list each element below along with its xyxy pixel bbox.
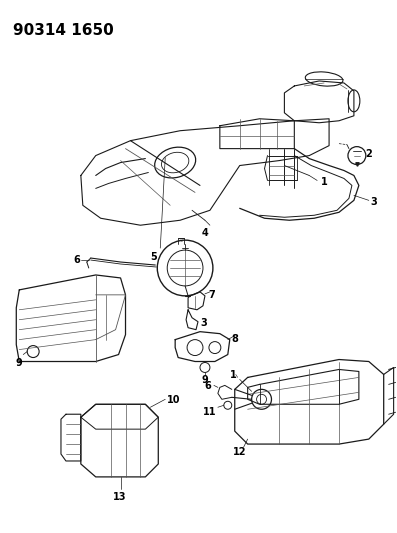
Text: 12: 12 <box>233 447 247 457</box>
Text: 3: 3 <box>200 318 207 328</box>
Text: 1: 1 <box>230 370 237 381</box>
Text: 90314 1650: 90314 1650 <box>13 23 114 38</box>
Text: 4: 4 <box>202 228 208 238</box>
Text: 2: 2 <box>365 149 372 159</box>
Text: 5: 5 <box>150 252 157 262</box>
Text: 8: 8 <box>232 334 239 344</box>
Text: 6: 6 <box>204 382 211 391</box>
Text: 3: 3 <box>371 197 378 207</box>
Text: 1: 1 <box>321 177 328 188</box>
Text: 9: 9 <box>15 358 22 368</box>
Text: 9: 9 <box>202 375 208 385</box>
Text: 7: 7 <box>208 290 215 300</box>
Text: 10: 10 <box>167 395 181 405</box>
Text: 6: 6 <box>73 255 80 265</box>
Text: 13: 13 <box>113 492 126 502</box>
Text: 11: 11 <box>203 407 217 417</box>
